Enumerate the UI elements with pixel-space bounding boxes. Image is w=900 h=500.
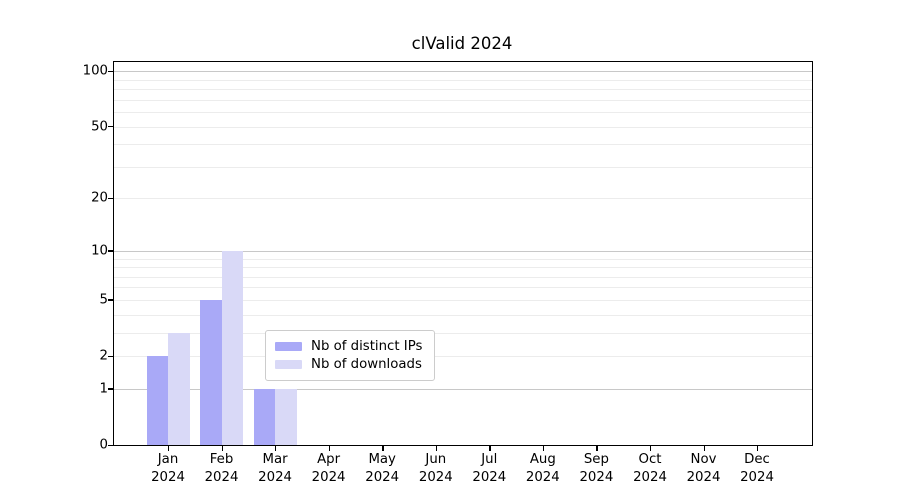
bar-nb-of-distinct-ips-feb	[200, 299, 222, 445]
x-tick-mark	[596, 446, 598, 451]
x-tick-mark	[489, 446, 491, 451]
x-tick-label-feb: Feb 2024	[192, 451, 252, 487]
x-tick-label-oct: Oct 2024	[620, 451, 680, 487]
y-tick-mark	[108, 355, 113, 357]
x-tick-month: Dec	[744, 452, 770, 467]
x-tick-month: Mar	[262, 452, 288, 467]
gridline-minor	[114, 299, 812, 301]
gridline-minor	[114, 198, 812, 200]
x-tick-year: 2024	[418, 469, 453, 485]
y-tick-mark	[108, 70, 113, 72]
x-tick-mark	[757, 446, 759, 451]
x-tick-year: 2024	[151, 469, 185, 485]
x-tick-label-nov: Nov 2024	[674, 451, 734, 487]
bar-nb-of-downloads-jan	[168, 332, 190, 445]
chart-title: clValid 2024	[411, 34, 513, 53]
x-tick-label-mar: Mar 2024	[245, 451, 305, 487]
x-tick-mark	[542, 446, 545, 451]
y-tick-mark	[108, 197, 113, 200]
legend: Nb of distinct IPs Nb of downloads	[265, 330, 435, 381]
y-tick-label: 100	[82, 63, 108, 79]
x-tick-month: Sep	[583, 452, 609, 467]
gridline-minor	[114, 166, 812, 168]
x-tick-year: 2024	[258, 469, 293, 485]
y-tick-label: 50	[91, 118, 108, 134]
x-tick-mark	[435, 446, 438, 451]
bar-nb-of-downloads-feb	[221, 250, 243, 445]
x-tick-year: 2024	[633, 469, 667, 485]
x-tick-month: Apr	[317, 452, 341, 467]
legend-swatch-downloads	[275, 359, 302, 369]
bar-nb-of-downloads-mar	[275, 388, 297, 445]
gridline-major	[114, 388, 812, 390]
gridline-minor	[114, 89, 812, 90]
x-tick-label-apr: Apr 2024	[299, 451, 359, 487]
y-tick-mark	[108, 250, 113, 252]
y-tick-mark	[108, 388, 113, 390]
y-tick-label: 2	[99, 348, 108, 364]
y-tick-label: 5	[99, 292, 108, 308]
x-tick-label-aug: Aug 2024	[513, 451, 573, 487]
y-tick-mark	[108, 299, 113, 301]
y-tick-label: 20	[91, 190, 108, 206]
plot-area: 0 1 2 5 10 20 50 100 Jan 2024 Feb 2024 Mar 2024 Apr 202…	[83, 61, 813, 485]
gridline-minor	[114, 144, 812, 146]
gridline-minor	[114, 99, 812, 101]
x-tick-mark	[650, 446, 652, 451]
gridline-major	[114, 71, 812, 73]
bar-nb-of-distinct-ips-mar	[253, 388, 276, 445]
x-tick-month: Feb	[209, 452, 234, 467]
x-tick-mark	[275, 446, 277, 451]
x-tick-label-jun: Jun 2024	[406, 451, 466, 487]
x-tick-month: Aug	[529, 452, 556, 467]
x-tick-year: 2024	[686, 469, 721, 485]
x-tick-label-may: May 2024	[352, 451, 412, 487]
gridline-minor	[114, 267, 812, 268]
x-tick-year: 2024	[472, 469, 507, 485]
y-tick-mark	[108, 444, 113, 446]
x-tick-month: May	[368, 452, 396, 467]
x-tick-year: 2024	[204, 469, 239, 485]
x-tick-mark	[703, 446, 705, 451]
x-tick-year: 2024	[740, 469, 774, 485]
x-tick-year: 2024	[525, 469, 560, 485]
gridline-minor	[114, 287, 812, 289]
gridline-minor	[114, 356, 812, 357]
gridline-minor	[114, 276, 812, 278]
x-tick-label-dec: Dec 2024	[727, 451, 787, 487]
x-tick-mark	[328, 446, 330, 451]
x-tick-month: Jul	[481, 452, 498, 467]
legend-item-downloads: Nb of downloads	[275, 355, 425, 373]
x-tick-mark	[221, 446, 223, 451]
x-tick-label-sep: Sep 2024	[566, 451, 626, 487]
x-tick-month: Nov	[690, 452, 717, 467]
x-tick-year: 2024	[579, 469, 614, 485]
gridline-minor	[114, 332, 812, 334]
legend-swatch-distinct-ips	[275, 341, 302, 351]
y-tick-label: 10	[91, 243, 108, 259]
x-tick-year: 2024	[365, 469, 400, 485]
x-tick-mark	[382, 446, 384, 451]
gridline-minor	[114, 79, 812, 81]
x-tick-month: Jun	[425, 452, 447, 467]
x-tick-month: Jan	[157, 452, 179, 467]
y-tick-mark	[108, 126, 113, 128]
bar-nb-of-distinct-ips-jan	[146, 356, 168, 445]
legend-label-downloads: Nb of downloads	[311, 356, 422, 372]
gridline-major	[114, 250, 812, 252]
y-tick-label: 1	[99, 381, 108, 397]
gridline-minor	[114, 111, 812, 113]
gridline-minor	[114, 258, 812, 260]
gridline-minor	[114, 126, 812, 128]
gridline-minor	[114, 314, 812, 316]
x-tick-month: Oct	[638, 452, 662, 467]
x-tick-year: 2024	[311, 469, 346, 485]
y-tick-label: 0	[99, 437, 108, 453]
legend-item-distinct-ips: Nb of distinct IPs	[275, 337, 425, 355]
x-tick-mark	[168, 446, 170, 451]
legend-label-distinct-ips: Nb of distinct IPs	[311, 338, 423, 354]
x-tick-label-jul: Jul 2024	[459, 451, 519, 487]
x-tick-label-jan: Jan 2024	[138, 451, 198, 487]
